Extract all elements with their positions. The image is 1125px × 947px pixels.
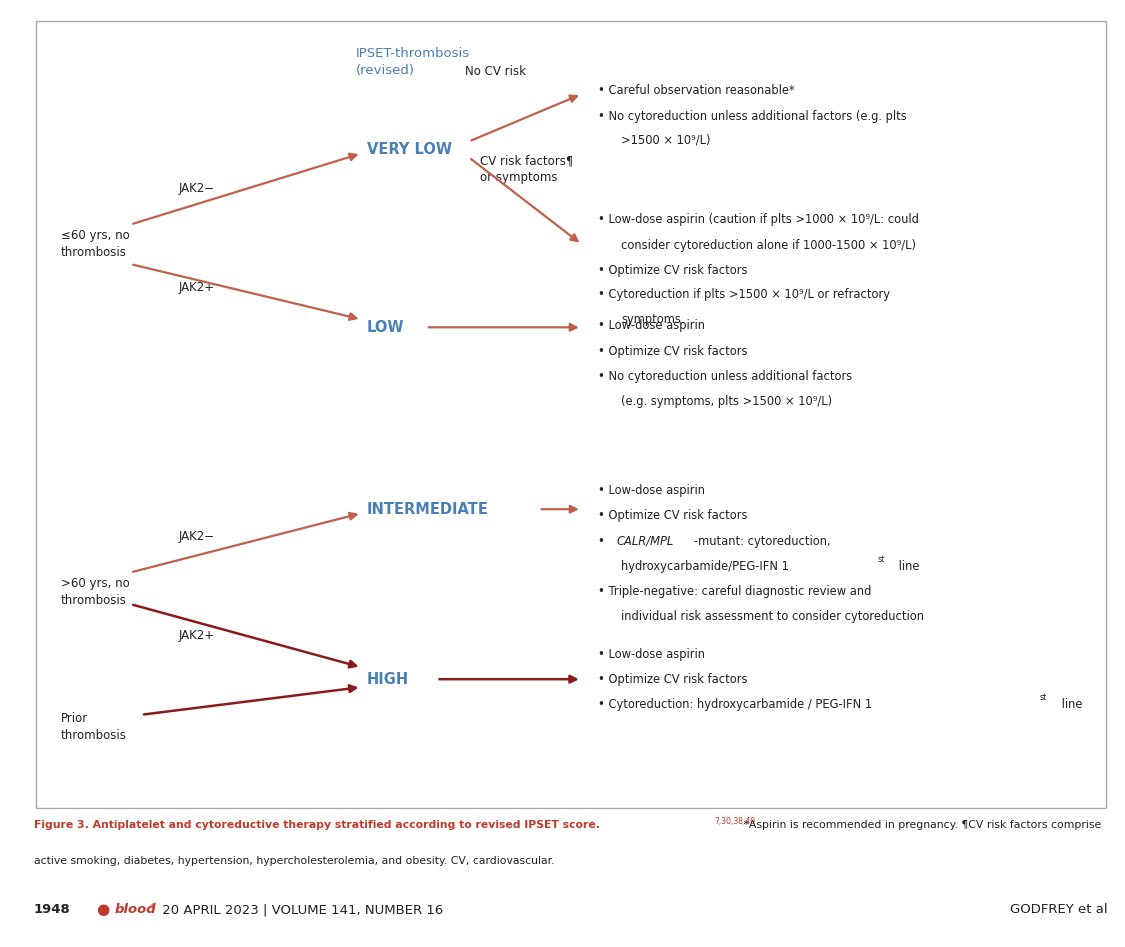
Text: • Low-dose aspirin: • Low-dose aspirin xyxy=(597,648,704,661)
Text: • Low-dose aspirin: • Low-dose aspirin xyxy=(597,319,704,332)
Text: 7,30,38,40: 7,30,38,40 xyxy=(714,816,755,826)
Text: • No cytoreduction unless additional factors: • No cytoreduction unless additional fac… xyxy=(597,370,852,383)
Text: Figure 3. Antiplatelet and cytoreductive therapy stratified according to revised: Figure 3. Antiplatelet and cytoreductive… xyxy=(34,820,600,831)
Text: >60 yrs, no
thrombosis: >60 yrs, no thrombosis xyxy=(61,578,129,607)
Text: Prior
thrombosis: Prior thrombosis xyxy=(61,711,126,742)
Text: • Optimize CV risk factors: • Optimize CV risk factors xyxy=(597,264,747,277)
Text: • Optimize CV risk factors: • Optimize CV risk factors xyxy=(597,345,747,358)
Text: *: * xyxy=(150,902,154,912)
Text: symptoms: symptoms xyxy=(621,313,682,326)
Text: HIGH: HIGH xyxy=(367,671,408,687)
Text: ≤60 yrs, no
thrombosis: ≤60 yrs, no thrombosis xyxy=(61,229,129,259)
Text: hydroxycarbamide/PEG-IFN 1: hydroxycarbamide/PEG-IFN 1 xyxy=(621,560,790,573)
Text: • Triple-negative: careful diagnostic review and: • Triple-negative: careful diagnostic re… xyxy=(597,585,871,599)
Text: line: line xyxy=(1058,698,1082,711)
Text: *Aspirin is recommended in pregnancy. ¶CV risk factors comprise: *Aspirin is recommended in pregnancy. ¶C… xyxy=(739,820,1101,831)
Text: VERY LOW: VERY LOW xyxy=(367,142,452,157)
Text: CALR/MPL: CALR/MPL xyxy=(616,534,673,547)
Text: • Low-dose aspirin: • Low-dose aspirin xyxy=(597,484,704,497)
Text: active smoking, diabetes, hypertension, hypercholesterolemia, and obesity. CV, c: active smoking, diabetes, hypertension, … xyxy=(34,856,555,866)
Text: CV risk factors¶
or symptoms: CV risk factors¶ or symptoms xyxy=(479,154,573,184)
Text: >1500 × 10⁹/L): >1500 × 10⁹/L) xyxy=(621,134,711,147)
Text: • Optimize CV risk factors: • Optimize CV risk factors xyxy=(597,509,747,522)
Text: line: line xyxy=(896,560,920,573)
Text: •: • xyxy=(597,534,609,547)
Text: • No cytoreduction unless additional factors (e.g. plts: • No cytoreduction unless additional fac… xyxy=(597,110,907,123)
Text: IPSET-thrombosis
(revised): IPSET-thrombosis (revised) xyxy=(356,46,470,77)
Text: individual risk assessment to consider cytoreduction: individual risk assessment to consider c… xyxy=(621,611,925,623)
Text: blood: blood xyxy=(115,903,156,917)
FancyBboxPatch shape xyxy=(36,21,1106,808)
Text: (e.g. symptoms, plts >1500 × 10⁹/L): (e.g. symptoms, plts >1500 × 10⁹/L) xyxy=(621,395,832,408)
Text: 20 APRIL 2023 | VOLUME 141, NUMBER 16: 20 APRIL 2023 | VOLUME 141, NUMBER 16 xyxy=(159,903,443,917)
Text: JAK2−: JAK2− xyxy=(179,183,215,195)
Text: INTERMEDIATE: INTERMEDIATE xyxy=(367,502,488,517)
Text: JAK2+: JAK2+ xyxy=(179,629,215,642)
Text: ●: ● xyxy=(96,902,109,918)
Text: st: st xyxy=(878,555,884,564)
Text: JAK2+: JAK2+ xyxy=(179,281,215,295)
Text: • Low-dose aspirin (caution if plts >1000 × 10⁹/L: could: • Low-dose aspirin (caution if plts >100… xyxy=(597,213,919,225)
Text: • Cytoreduction: hydroxycarbamide / PEG-IFN 1: • Cytoreduction: hydroxycarbamide / PEG-… xyxy=(597,698,872,711)
Text: GODFREY et al: GODFREY et al xyxy=(1010,903,1108,917)
Text: st: st xyxy=(1040,693,1046,703)
Text: • Optimize CV risk factors: • Optimize CV risk factors xyxy=(597,673,747,686)
Text: -mutant: cytoreduction,: -mutant: cytoreduction, xyxy=(694,534,831,547)
Text: • Cytoreduction if plts >1500 × 10⁹/L or refractory: • Cytoreduction if plts >1500 × 10⁹/L or… xyxy=(597,288,890,301)
Text: No CV risk: No CV risk xyxy=(466,65,526,79)
Text: LOW: LOW xyxy=(367,320,404,335)
Text: 1948: 1948 xyxy=(34,903,71,917)
Text: consider cytoreduction alone if 1000-1500 × 10⁹/L): consider cytoreduction alone if 1000-150… xyxy=(621,239,917,252)
Text: • Careful observation reasonable*: • Careful observation reasonable* xyxy=(597,83,794,97)
Text: JAK2−: JAK2− xyxy=(179,530,215,544)
